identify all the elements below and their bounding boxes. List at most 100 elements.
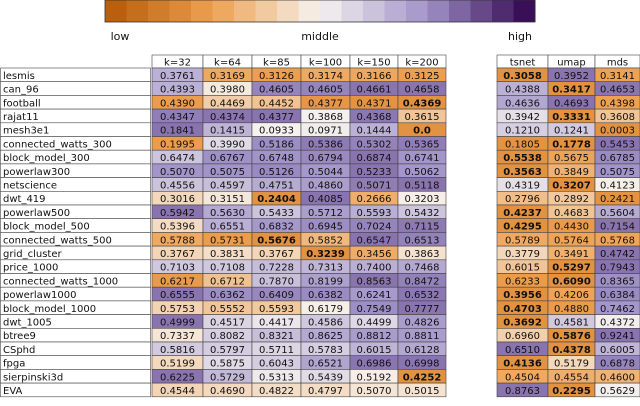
cell-value: 0.5062 — [405, 167, 440, 178]
colorbar-swatch — [234, 0, 256, 22]
cell-value: 0.7549 — [357, 304, 392, 315]
cell-value: 0.4085 — [308, 194, 343, 205]
row-name: netscience — [3, 180, 57, 191]
column-header: k=150 — [357, 58, 390, 69]
cell-value: 0.5764 — [554, 235, 589, 246]
cell-value: 0.4742 — [600, 249, 635, 260]
cell-value: 0.3016 — [160, 194, 195, 205]
row-name: connected_watts_500 — [3, 235, 112, 246]
cell-value: 0.5126 — [259, 167, 294, 178]
cell-value: 0.6179 — [308, 304, 343, 315]
cell-value: 0.7103 — [160, 263, 195, 274]
cell-value: 0.5070 — [357, 386, 392, 397]
cell-value: 0.6409 — [259, 290, 294, 301]
cell-value: 0.3990 — [210, 139, 245, 150]
cell-value: 0.7228 — [259, 263, 294, 274]
cell-value: 0.3692 — [503, 317, 542, 328]
cell-value: 0.3456 — [357, 249, 392, 260]
row-name-cell — [0, 382, 151, 398]
cell-value: 0.3956 — [503, 290, 542, 301]
cell-value: 0.6945 — [308, 222, 343, 233]
cell-value: 0.5593 — [259, 304, 294, 315]
cell-value: 0.3331 — [552, 112, 591, 123]
cell-value: 0.2421 — [600, 194, 635, 205]
cell-value: 0.1241 — [554, 126, 589, 137]
cell-value: 0.4469 — [210, 98, 245, 109]
cell-value: 0.2295 — [552, 386, 591, 397]
row-name: connected_watts_300 — [3, 139, 112, 150]
row-name: fpga — [3, 359, 25, 370]
cell-value: 0.5768 — [600, 235, 635, 246]
cell-value: 0.5593 — [357, 208, 392, 219]
cell-value: 0.4252 — [403, 372, 442, 383]
cell-value: 0.6748 — [259, 153, 294, 164]
colorbar-swatch — [427, 0, 450, 22]
row-name: EVA — [3, 386, 23, 397]
cell-value: 0.6510 — [505, 345, 540, 356]
cell-value: 0.4388 — [505, 85, 540, 96]
cell-value: 0.7777 — [405, 304, 440, 315]
cell-value: 0.5604 — [600, 208, 635, 219]
cell-value: 0.6547 — [357, 235, 392, 246]
cell-value: 0.5753 — [160, 304, 195, 315]
cell-value: 0.4368 — [357, 112, 392, 123]
colorbar-swatch — [320, 0, 342, 22]
heat-cell — [594, 382, 640, 398]
cell-value: 0.1415 — [210, 126, 245, 137]
cell-value: 0.5186 — [259, 139, 294, 150]
cell-value: 0.3767 — [259, 249, 294, 260]
colorbar-swatch — [255, 0, 278, 22]
cell-value: 0.4605 — [308, 85, 343, 96]
cell-value: 0.3831 — [210, 249, 245, 260]
cell-value: 0.3151 — [210, 194, 245, 205]
cell-value: 0.6474 — [160, 153, 195, 164]
cell-value: 0.4417 — [259, 317, 294, 328]
colorbar-swatch — [363, 0, 385, 22]
colorbar-swatch — [191, 0, 213, 22]
cell-value: 0.1805 — [505, 139, 540, 150]
cell-value: 0.4636 — [505, 98, 540, 109]
cell-value: 0.6521 — [308, 359, 343, 370]
cell-value: 0.5192 — [357, 372, 392, 383]
cell-value: 0.8365 — [600, 276, 635, 287]
cell-value: 0.4123 — [600, 180, 635, 191]
cell-value: 0.4377 — [308, 98, 343, 109]
cell-value: 0.2892 — [554, 194, 589, 205]
colorbar-swatch — [148, 0, 170, 22]
cell-value: 0.4369 — [403, 98, 442, 109]
cell-value: 0.4378 — [552, 345, 591, 356]
cell-value: 0.7115 — [405, 222, 440, 233]
cell-value: 0.1995 — [160, 139, 195, 150]
cell-value: 0.3563 — [503, 167, 542, 178]
cell-value: 0.4605 — [259, 85, 294, 96]
cell-value: 0.5712 — [308, 208, 343, 219]
colorbar-swatch — [105, 0, 127, 22]
cell-value: 0.1210 — [505, 126, 540, 137]
cell-value: 0.6555 — [160, 290, 195, 301]
cell-value: 0.4999 — [160, 317, 195, 328]
cell-value: 0.3942 — [505, 112, 540, 123]
cell-value: 0.6532 — [405, 290, 440, 301]
cell-value: 0.5675 — [554, 153, 589, 164]
cell-value: 0.4430 — [554, 222, 589, 233]
cell-value: 0.6785 — [600, 153, 635, 164]
cell-value: 0.5676 — [257, 235, 296, 246]
cell-value: 0.4751 — [259, 180, 294, 191]
cell-value: 0.8763 — [505, 386, 540, 397]
cell-value: 0.4319 — [505, 180, 540, 191]
colorbar-swatch — [298, 0, 321, 22]
cell-value: 0.4295 — [503, 222, 542, 233]
cell-value: 0.4661 — [357, 85, 392, 96]
cell-value: 0.6960 — [505, 331, 540, 342]
row-name: powerlaw300 — [3, 167, 70, 178]
cell-value: 0.0971 — [308, 126, 343, 137]
row-name: block_model_300 — [3, 153, 90, 164]
cell-value: 0.6043 — [259, 359, 294, 370]
row-name: can_96 — [3, 85, 39, 96]
cell-value: 0.2404 — [257, 194, 296, 205]
cell-value: 0.3767 — [160, 249, 195, 260]
cell-value: 0.8199 — [308, 276, 343, 287]
cell-value: 0.4374 — [210, 112, 245, 123]
cell-value: 0.4452 — [259, 98, 294, 109]
